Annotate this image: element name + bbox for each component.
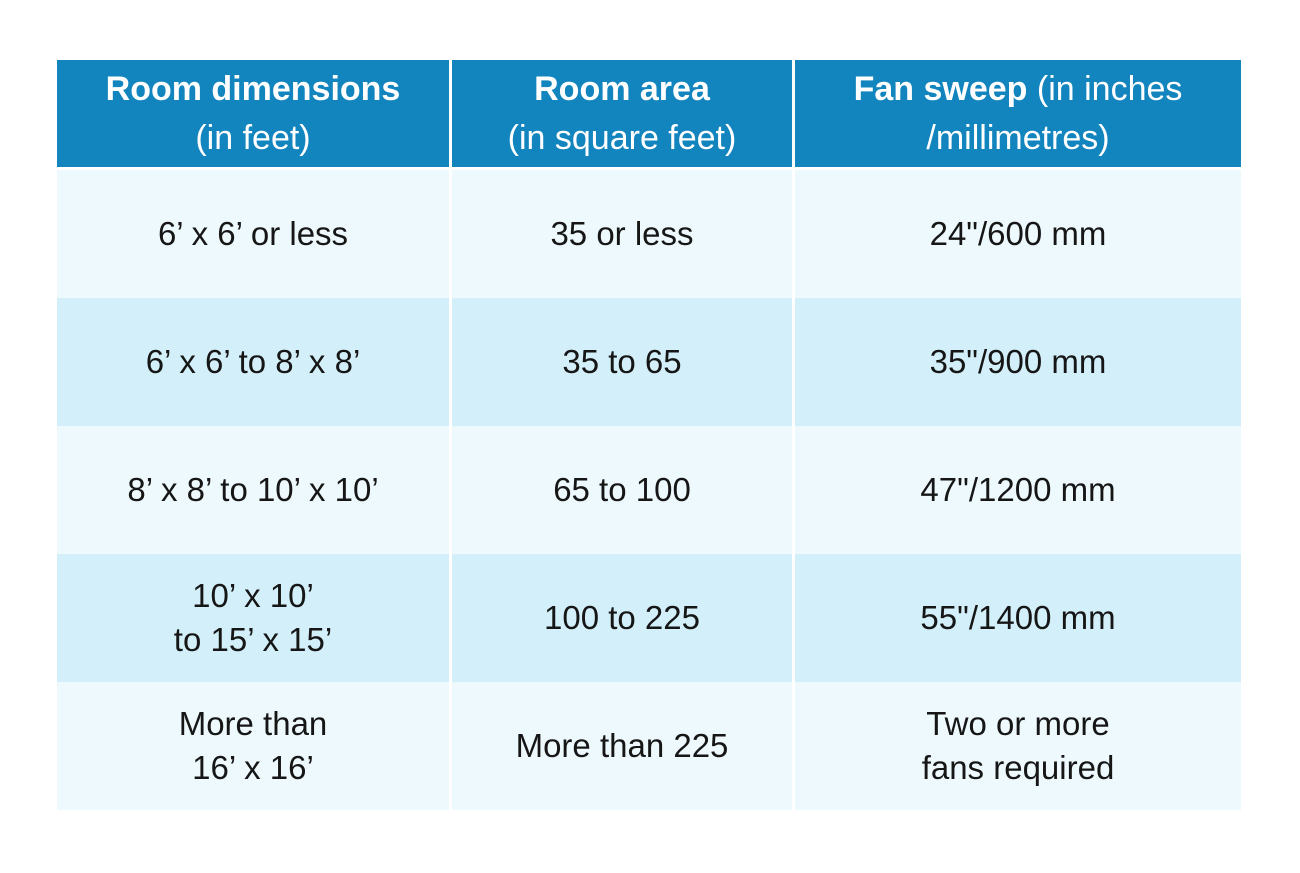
cell-row2-dimensions: 6’ x 6’ to 8’ x 8’	[57, 298, 449, 426]
header-room-dimensions-text: Room dimensions (in feet)	[106, 65, 401, 162]
cell-row2-sweep: 35"/900 mm	[795, 298, 1241, 426]
header-room-dimensions-title: Room dimensions	[105, 70, 401, 109]
header-room-area-text: Room area (in square feet)	[508, 65, 737, 162]
cell-row5-area: More than 225	[452, 682, 792, 810]
fan-size-table: Room dimensions (in feet) Room area (in sq…	[57, 60, 1241, 810]
cell-row4-sweep: 55"/1400 mm	[795, 554, 1241, 682]
header-fan-sweep: Fan sweep (in inches /millimetres)	[795, 60, 1241, 170]
cell-row3-area: 65 to 100	[452, 426, 792, 554]
header-room-area: Room area (in square feet)	[452, 60, 792, 170]
cell-row3-dimensions: 8’ x 8’ to 10’ x 10’	[57, 426, 449, 554]
cell-row1-sweep: 24"/600 mm	[795, 170, 1241, 298]
cell-row2-area: 35 to 65	[452, 298, 792, 426]
header-room-dimensions-subtitle: (in feet)	[195, 118, 311, 157]
cell-row5-sweep: Two or more fans required	[795, 682, 1241, 810]
header-fan-sweep-title: Fan sweep	[853, 70, 1028, 109]
header-room-dimensions: Room dimensions (in feet)	[57, 60, 449, 170]
cell-row1-dimensions: 6’ x 6’ or less	[57, 170, 449, 298]
cell-row5-dimensions: More than 16’ x 16’	[57, 682, 449, 810]
header-fan-sweep-subtitle: (in inches /millimetres)	[926, 70, 1183, 157]
header-room-area-subtitle: (in square feet)	[507, 118, 737, 157]
cell-row4-area: 100 to 225	[452, 554, 792, 682]
header-room-area-title: Room area	[534, 70, 710, 109]
cell-row3-sweep: 47"/1200 mm	[795, 426, 1241, 554]
cell-row1-area: 35 or less	[452, 170, 792, 298]
cell-row4-dimensions: 10’ x 10’ to 15’ x 15’	[57, 554, 449, 682]
header-fan-sweep-text: Fan sweep (in inches /millimetres)	[805, 65, 1231, 162]
